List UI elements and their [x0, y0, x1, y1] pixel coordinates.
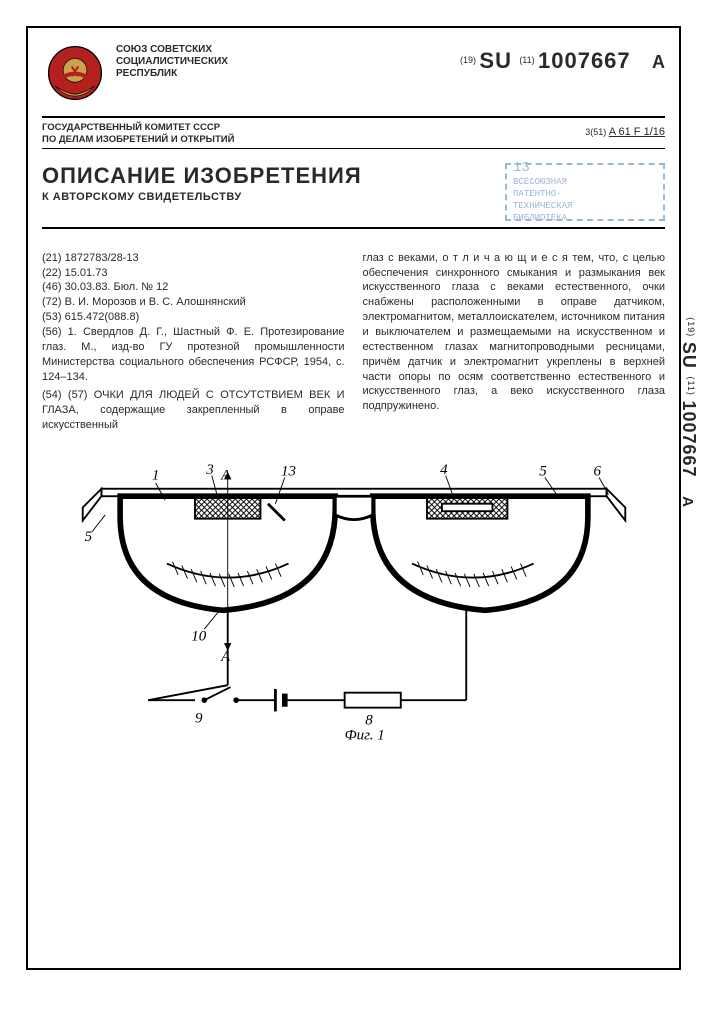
page-frame: СОЮЗ СОВЕТСКИХ СОЦИАЛИСТИЧЕСКИХ РЕСПУБЛИ… — [26, 26, 681, 970]
committee-block: ГОСУДАРСТВЕННЫЙ КОМИТЕТ СССР ПО ДЕЛАМ ИЗ… — [42, 122, 234, 146]
stamp-l3: ТЕХНИЧЕСКАЯ — [513, 201, 657, 213]
svg-text:8: 8 — [365, 712, 373, 728]
doc-number: 1007667 — [538, 48, 631, 73]
abstract-text: глаз с веками, о т л и ч а ю щ и е с я т… — [363, 251, 666, 414]
svg-text:4: 4 — [440, 462, 448, 478]
field-46: (46) 30.03.83. Бюл. № 12 — [42, 280, 345, 295]
svg-text:9: 9 — [194, 710, 202, 726]
right-column: глаз с веками, о т л и ч а ю щ и е с я т… — [363, 251, 666, 433]
stamp-l4: БИБЛИОТЕКА — [513, 213, 657, 225]
side-pub-number: (19) SU (11) 1007667 A — [678, 317, 699, 508]
country-code: SU — [479, 48, 512, 73]
rule-thin — [42, 148, 665, 149]
left-column: (21) 1872783/28-13 (22) 15.01.73 (46) 30… — [42, 251, 345, 433]
ipc-value: A 61 F 1/16 — [609, 126, 665, 138]
figure-caption: Фиг. 1 — [344, 727, 384, 743]
field-54-57: (54) (57) ОЧКИ ДЛЯ ЛЮДЕЙ С ОТСУТСТВИЕМ В… — [42, 388, 345, 433]
title-main: ОПИСАНИЕ ИЗОБРЕТЕНИЯ — [42, 163, 362, 189]
svg-text:1: 1 — [151, 467, 158, 483]
svg-text:A: A — [220, 467, 231, 483]
title-wrapper: ОПИСАНИЕ ИЗОБРЕТЕНИЯ К АВТОРСКОМУ СВИДЕТ… — [42, 163, 362, 203]
side-country-code: SU — [679, 342, 699, 369]
stamp-l1: ВСЕСОЮЗНАЯ — [513, 177, 657, 189]
svg-text:A: A — [220, 649, 231, 665]
dn-prefix: (11) — [519, 55, 534, 65]
ussr-emblem-icon — [42, 40, 108, 106]
title-sub: К АВТОРСКОМУ СВИДЕТЕЛЬСТВУ — [42, 191, 362, 203]
kind-code: A — [652, 52, 665, 72]
rule-top — [42, 116, 665, 118]
side-cc-prefix: (19) — [686, 317, 696, 337]
committee-line2: ПО ДЕЛАМ ИЗОБРЕТЕНИЙ И ОТКРЫТИЙ — [42, 134, 234, 146]
library-stamp: 13 ВСЕСОЮЗНАЯ ПАТЕНТНО- ТЕХНИЧЕСКАЯ БИБЛ… — [505, 163, 665, 221]
body-columns: (21) 1872783/28-13 (22) 15.01.73 (46) 30… — [42, 251, 665, 433]
union-line3: РЕСПУБЛИК — [116, 68, 228, 80]
field-72: (72) В. И. Морозов и В. С. Алошнянский — [42, 295, 345, 310]
field-53: (53) 615.472(088.8) — [42, 310, 345, 325]
stamp-l2: ПАТЕНТНО- — [513, 189, 657, 201]
union-label: СОЮЗ СОВЕТСКИХ СОЦИАЛИСТИЧЕСКИХ РЕСПУБЛИ… — [116, 44, 228, 80]
side-doc-number: 1007667 — [679, 400, 699, 477]
publication-number: (19) SU (11) 1007667 A — [460, 48, 665, 74]
figure-1: 1 A 3 13 4 5 6 5 10 A 9 8 Фиг. 1 — [42, 451, 665, 756]
committee-line1: ГОСУДАРСТВЕННЫЙ КОМИТЕТ СССР — [42, 122, 234, 134]
field-56: (56) 1. Свердлов Д. Г., Шастный Ф. Е. Пр… — [42, 325, 345, 384]
svg-text:3: 3 — [205, 462, 213, 478]
ipc-code: 3(51) A 61 F 1/16 — [585, 126, 665, 138]
field-21: (21) 1872783/28-13 — [42, 251, 345, 266]
svg-text:10: 10 — [191, 628, 206, 644]
rule-under-title — [42, 227, 665, 229]
side-kind-code: A — [679, 496, 696, 508]
svg-text:13: 13 — [281, 464, 296, 480]
union-line1: СОЮЗ СОВЕТСКИХ — [116, 44, 228, 56]
ipc-prefix: 3(51) — [585, 127, 606, 137]
union-line2: СОЦИАЛИСТИЧЕСКИХ — [116, 56, 228, 68]
field-22: (22) 15.01.73 — [42, 266, 345, 281]
svg-text:6: 6 — [593, 464, 601, 480]
svg-text:5: 5 — [539, 464, 547, 480]
figure-svg: 1 A 3 13 4 5 6 5 10 A 9 8 Фиг. 1 — [64, 451, 644, 751]
side-dn-prefix: (11) — [686, 376, 696, 395]
cc-prefix: (19) — [460, 55, 476, 65]
svg-text:5: 5 — [84, 529, 92, 545]
